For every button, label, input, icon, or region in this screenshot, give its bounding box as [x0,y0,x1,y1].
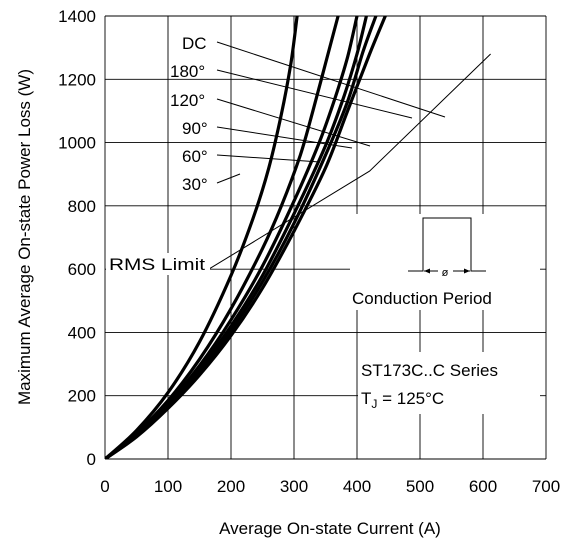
curve-label-leader [216,69,413,119]
curve-label-30: 30° [182,175,208,194]
curve-label-leader [216,98,371,147]
curve-label-90: 90° [182,119,208,138]
curves [105,16,387,459]
y-axis-label: Maximum Average On-state Power Loss (W) [15,69,34,405]
y-tick-label: 800 [68,197,96,216]
x-tick-label: 600 [469,477,497,496]
conduction-period-label: Conduction Period [352,289,492,308]
rms-limit-label: RMS Limit [109,255,205,274]
x-axis-label: Average On-state Current (A) [219,519,441,538]
conduction-arrow-left-icon [424,268,430,274]
rms-limit-line [208,53,491,270]
curve-60deg [105,16,378,459]
tj-value: = 125°C [377,389,444,408]
y-tick-label: 1400 [58,7,96,26]
curve-label-leader [216,173,241,184]
curve-label-180: 180° [170,62,205,81]
series-info-bg [358,352,540,414]
x-tick-label: 0 [100,477,109,496]
y-tick-label: 0 [87,450,96,469]
label-leaders [208,41,491,270]
y-tick-label: 1000 [58,134,96,153]
curve-label-60: 60° [182,147,208,166]
conduction-inset-bg [350,214,540,310]
y-tick-label: 600 [68,260,96,279]
x-tick-label: 300 [280,477,308,496]
curve-120deg [105,16,359,459]
x-tick-label: 100 [154,477,182,496]
curve-label-120: 120° [170,91,205,110]
conduction-period-inset: ø Conduction Period [350,214,540,310]
tj-sub: J [371,397,377,411]
junction-temp-label: TJ = 125°C [361,389,444,411]
conduction-arrow-right-icon [464,268,470,274]
x-tick-label: 700 [532,477,560,496]
curve-label-leader [216,154,321,163]
curve-label-leader [216,126,353,149]
conduction-waveform [408,217,486,272]
rms-label-bg [106,253,210,275]
y-tick-label: 1200 [58,70,96,89]
curve-label-leader [216,41,446,118]
y-tick-label: 200 [68,387,96,406]
x-tick-label: 200 [217,477,245,496]
x-tick-label: 400 [343,477,371,496]
curve-180deg [105,16,340,459]
tj-main: T [361,389,371,408]
y-tick-label: 400 [68,323,96,342]
x-tick-label: 500 [406,477,434,496]
curve-90deg [105,16,368,459]
curve-label-dc: DC [182,34,207,53]
series-text: ST173C..C Series [361,361,498,380]
tick-labels: 0 100 200 300 400 500 600 700 0 200 400 600 800 1000 1… [58,7,560,496]
conduction-phi-symbol: ø [442,267,449,279]
